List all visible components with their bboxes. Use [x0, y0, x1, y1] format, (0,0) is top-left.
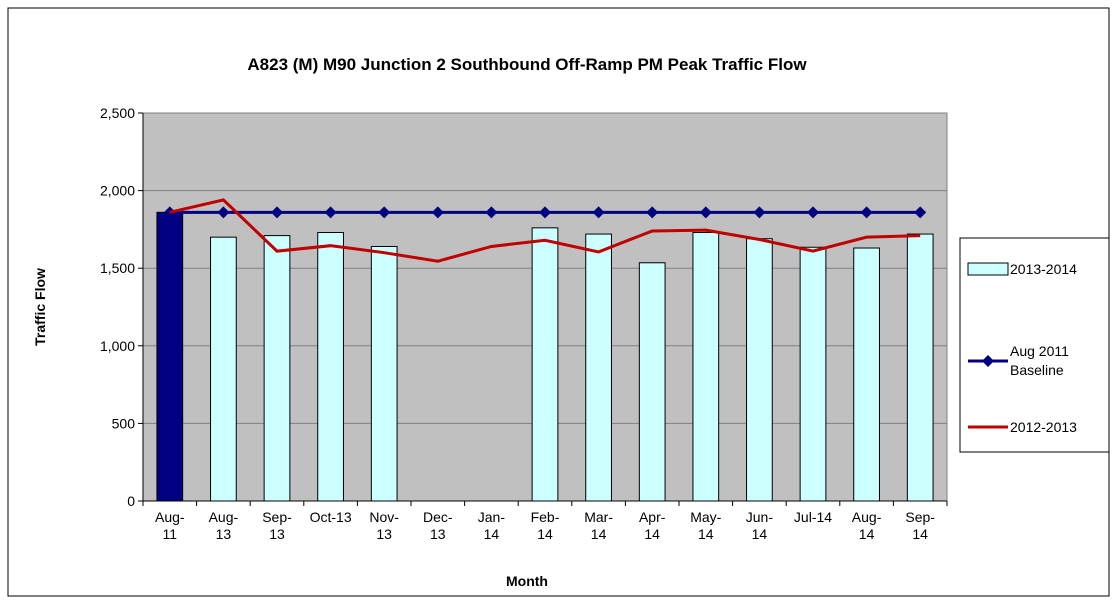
- bar: [156, 211, 184, 502]
- bar: [692, 232, 720, 502]
- bar: [746, 238, 773, 502]
- x-tick-label: Sep-13: [262, 509, 292, 542]
- x-tick-label: Oct-13: [309, 509, 352, 525]
- legend-label: Aug 2011 Baseline: [1010, 343, 1069, 378]
- x-tick-label: Aug-13: [208, 509, 239, 542]
- bar: [531, 227, 559, 502]
- marker: [699, 206, 712, 219]
- marker: [324, 206, 337, 219]
- marker: [485, 206, 498, 219]
- x-tick-label: Aug-11: [155, 509, 185, 542]
- x-axis-title: Month: [506, 573, 548, 589]
- legend-label: 2012-2013: [1010, 418, 1077, 435]
- marker: [646, 206, 659, 219]
- x-tick-label: Sep-14: [905, 509, 935, 542]
- bar: [906, 233, 934, 502]
- x-tick-label: Apr-14: [638, 509, 666, 542]
- chart-title: A823 (M) M90 Junction 2 Southbound Off-R…: [247, 55, 807, 74]
- marker: [753, 206, 766, 219]
- y-tick-label: 1,500: [100, 260, 135, 276]
- marker: [914, 206, 927, 219]
- y-tick-label: 1,000: [100, 338, 135, 354]
- x-tick-label: Dec-13: [423, 509, 453, 542]
- x-tick-label: Jul-14: [793, 509, 833, 525]
- x-tick-label: Aug-14: [851, 509, 882, 542]
- bar: [317, 232, 344, 502]
- bar: [210, 236, 237, 502]
- bar: [638, 262, 666, 502]
- marker: [431, 206, 444, 219]
- legend-marker: [982, 355, 994, 367]
- y-tick-label: 2,000: [100, 183, 135, 199]
- bar: [585, 233, 612, 502]
- legend-label: 2013-2014: [1010, 260, 1077, 277]
- marker: [217, 206, 230, 219]
- y-tick-label: 2,500: [100, 105, 135, 121]
- x-tick-label: Nov-13: [369, 509, 399, 542]
- marker: [807, 206, 819, 219]
- x-tick-label: May-14: [690, 509, 722, 542]
- marker: [592, 206, 605, 219]
- x-tick-label: Mar-14: [584, 509, 613, 542]
- y-axis-title: Traffic Flow: [32, 268, 48, 346]
- bar: [853, 247, 880, 502]
- marker: [860, 206, 873, 219]
- bar: [799, 246, 827, 502]
- bar: [370, 245, 398, 502]
- x-tick-label: Jun-14: [745, 509, 773, 542]
- y-tick-label: 500: [112, 415, 136, 431]
- x-tick-label: Jan-14: [477, 509, 505, 542]
- marker: [539, 206, 551, 219]
- legend-swatch: [967, 262, 1009, 276]
- y-tick-label: 0: [127, 493, 135, 509]
- x-tick-label: Feb-14: [530, 509, 560, 542]
- marker: [378, 206, 391, 219]
- bar: [263, 235, 291, 502]
- marker: [271, 206, 283, 219]
- line: [169, 198, 921, 263]
